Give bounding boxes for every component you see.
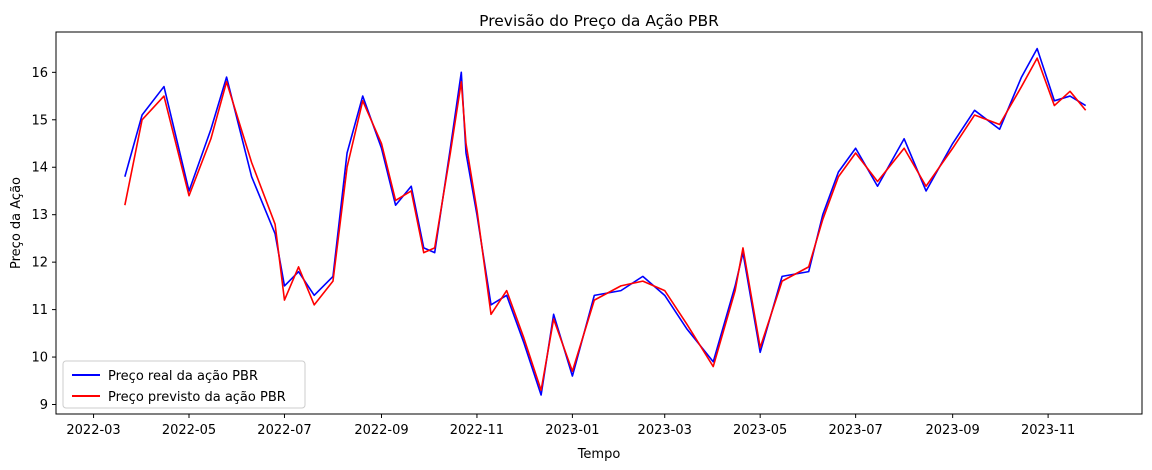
y-tick-label: 13: [31, 208, 48, 223]
x-tick-label: 2022-05: [162, 423, 216, 438]
legend-label-predicted: Preço previsto da ação PBR: [108, 390, 286, 405]
x-tick-label: 2022-03: [66, 423, 120, 438]
x-tick-label: 2023-05: [733, 423, 787, 438]
y-tick-label: 10: [31, 351, 48, 366]
x-axis: 2022-03 2022-05 2022-07 2022-09 2022-11 2023-…: [66, 414, 1075, 438]
x-tick-label: 2023-09: [925, 423, 979, 438]
y-tick-label: 11: [31, 303, 48, 318]
legend-box: [62, 360, 306, 409]
y-axis: 9 10 11 12 13 14 15 16: [31, 66, 56, 413]
legend-label-real: Preço real da ação PBR: [108, 369, 258, 384]
plot-frame: [55, 31, 1143, 415]
x-tick-label: 2023-11: [1021, 423, 1075, 438]
x-axis-label: Tempo: [577, 447, 621, 462]
chart-title: Previsão do Preço da Ação PBR: [479, 12, 719, 30]
legend: Preço real da ação PBR Preço previsto da…: [62, 360, 306, 409]
y-axis-label: Preço da Ação: [9, 177, 24, 269]
y-tick-label: 16: [31, 66, 48, 81]
x-tick-label: 2022-11: [450, 423, 504, 438]
series-layer: [124, 47, 1087, 396]
x-tick-label: 2023-01: [545, 423, 599, 438]
x-tick-label: 2022-09: [354, 423, 408, 438]
series-line-predicted: [124, 57, 1087, 392]
x-tick-label: 2023-07: [828, 423, 882, 438]
y-tick-label: 14: [31, 161, 48, 176]
y-tick-label: 15: [31, 113, 48, 128]
y-tick-label: 9: [40, 398, 48, 413]
x-tick-label: 2022-07: [257, 423, 311, 438]
y-tick-label: 12: [31, 256, 48, 271]
x-tick-label: 2023-03: [638, 423, 692, 438]
